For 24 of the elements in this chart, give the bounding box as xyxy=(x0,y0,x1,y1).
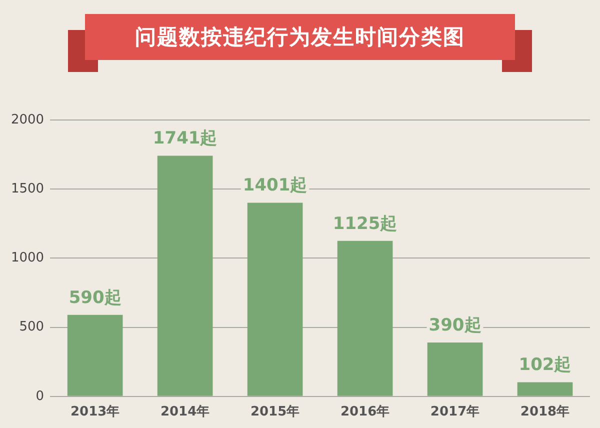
y-tick-label: 1500 xyxy=(10,181,44,196)
y-tick-label: 500 xyxy=(19,320,44,335)
bar xyxy=(517,382,573,396)
data-label: 1125起 xyxy=(332,214,398,234)
data-label: 1741起 xyxy=(152,128,218,149)
data-label: 590起 xyxy=(68,288,122,308)
y-tick-label: 2000 xyxy=(10,112,44,128)
bar xyxy=(427,342,483,396)
x-tick-label: 2014年 xyxy=(160,404,210,420)
bar xyxy=(337,240,393,396)
x-tick-label: 2018年 xyxy=(520,404,570,420)
bar xyxy=(157,156,213,396)
x-tick-label: 2017年 xyxy=(430,404,480,420)
data-label: 390起 xyxy=(428,315,482,336)
y-tick-label: 0 xyxy=(36,388,44,404)
x-tick-label: 2015年 xyxy=(250,404,300,420)
x-tick-label: 2016年 xyxy=(340,404,390,420)
data-label: 1401起 xyxy=(242,176,308,196)
data-label: 102起 xyxy=(518,355,572,376)
bar xyxy=(247,202,303,396)
bar xyxy=(67,314,123,396)
chart-title: 问题数按违纪行为发生时间分类图 xyxy=(85,14,515,60)
x-tick-label: 2013年 xyxy=(70,404,120,420)
y-tick-label: 1000 xyxy=(10,250,44,266)
